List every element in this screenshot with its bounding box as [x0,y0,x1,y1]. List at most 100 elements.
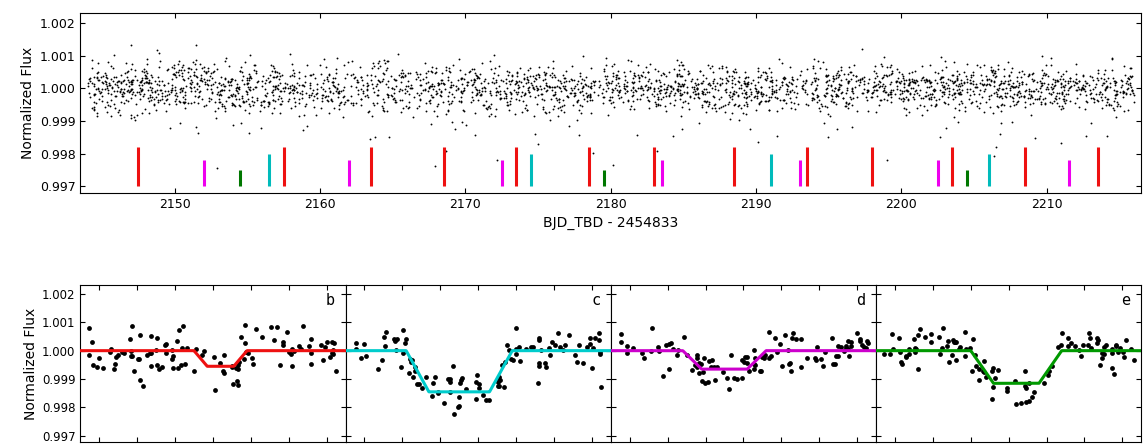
Point [227,80,245,87]
Point [744,346,763,353]
Point [985,77,1004,84]
Point [851,76,869,83]
Point [509,96,528,103]
Point [163,82,181,89]
Point [408,89,427,96]
Point [134,69,153,76]
Point [1123,87,1141,95]
Point [1013,79,1031,86]
Point [1016,99,1035,106]
Point [1098,77,1116,84]
Point [637,81,655,88]
Point [880,72,898,79]
Point [746,85,764,92]
Point [182,65,201,72]
Point [811,65,829,72]
Point [206,387,225,394]
Point [119,77,138,84]
Point [994,79,1013,87]
Point [686,87,704,94]
Point [814,92,833,99]
Point [961,72,980,79]
Point [319,98,337,105]
Point [1051,102,1069,109]
Point [1082,87,1100,94]
Point [726,100,744,107]
Point [767,94,786,101]
Point [158,96,177,103]
Point [897,354,915,361]
Point [646,98,664,105]
Point [88,109,107,116]
Point [292,81,311,88]
Point [924,94,943,101]
Point [489,71,507,78]
Point [104,87,123,95]
Point [530,74,548,81]
Point [991,81,1009,88]
Point [693,101,711,108]
Point [898,97,916,104]
Point [855,89,873,96]
Point [1060,342,1078,349]
Point [188,73,206,80]
Point [687,82,705,89]
Point [809,343,827,350]
Point [969,377,988,384]
Point [565,92,584,99]
Point [95,103,114,110]
Point [314,91,333,98]
Point [549,96,568,103]
Point [228,83,247,91]
Point [873,83,891,90]
Point [443,98,461,105]
Point [358,92,376,99]
Point [204,68,223,75]
Point [525,77,544,84]
Point [115,349,133,356]
Point [563,63,582,70]
Point [228,84,247,91]
Point [228,366,247,373]
Point [734,80,752,87]
Point [358,87,376,94]
Point [1098,83,1116,90]
Point [175,99,194,106]
Point [736,73,755,80]
Point [530,362,548,369]
Point [240,74,258,81]
Point [704,76,723,83]
Point [431,92,450,99]
Point [960,344,978,351]
Point [327,65,345,72]
Point [569,86,587,93]
Point [537,79,555,87]
Point [759,329,778,336]
Point [100,82,118,89]
Point [653,87,671,94]
Point [379,58,397,65]
Point [475,83,493,91]
Point [819,133,837,140]
Point [89,95,108,103]
Point [536,75,554,83]
Point [739,74,757,81]
Point [673,91,692,98]
Point [128,111,147,118]
Point [913,62,931,70]
Point [555,108,574,115]
Point [429,80,447,87]
Point [1084,95,1102,103]
Point [153,77,171,84]
Point [866,74,884,81]
Point [204,68,223,75]
Point [457,385,475,392]
Point [241,72,259,79]
Point [896,104,914,112]
Point [521,89,539,96]
Point [452,75,470,83]
Point [101,82,119,89]
Point [437,111,455,118]
Point [568,98,586,105]
Point [882,93,900,100]
